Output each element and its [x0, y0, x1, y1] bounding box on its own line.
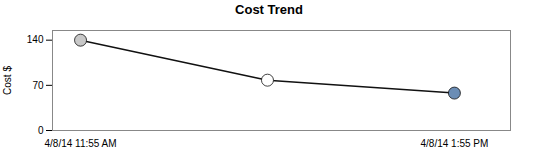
svg-text:Cost $: Cost $ — [2, 66, 13, 95]
svg-text:4/8/14 11:55 AM: 4/8/14 11:55 AM — [44, 138, 116, 149]
svg-text:70: 70 — [32, 80, 44, 91]
svg-text:4/8/14 1:55 PM: 4/8/14 1:55 PM — [421, 138, 489, 149]
svg-text:140: 140 — [27, 34, 44, 45]
html-text:Cost Trend: Cost Trend — [235, 2, 303, 17]
svg-text:0: 0 — [38, 125, 44, 136]
